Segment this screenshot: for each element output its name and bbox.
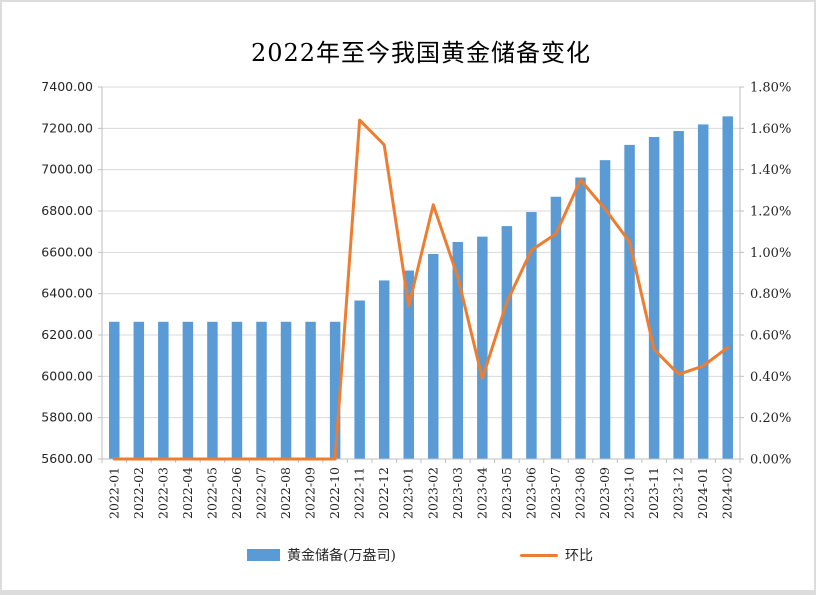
right-axis-label: 1.40% (750, 163, 791, 178)
x-axis-label: 2023-09 (597, 467, 612, 519)
line-series-swatch (520, 553, 558, 557)
x-axis-label: 2023-07 (548, 467, 563, 519)
x-axis-label: 2022-10 (327, 467, 342, 519)
left-axis-label: 6200.00 (41, 327, 93, 342)
right-axis-label: 1.80% (750, 81, 791, 96)
x-axis-label: 2023-12 (671, 467, 686, 519)
right-axis-label: 0.00% (750, 453, 791, 468)
left-axis-label: 6000.00 (41, 368, 93, 383)
bar-2022-03 (158, 321, 169, 459)
bar-2022-01 (109, 321, 120, 459)
left-axis-label: 6400.00 (41, 286, 93, 301)
legend-item-gold-reserve: 黄金储备(万盎司) (247, 545, 396, 565)
x-axis-label: 2022-07 (254, 467, 269, 519)
bar-2022-04 (182, 321, 194, 459)
x-axis-label: 2022-11 (352, 467, 367, 519)
x-axis-label: 2022-02 (131, 467, 146, 519)
x-axis-label: 2022-06 (229, 467, 244, 519)
bar-2023-11 (648, 137, 660, 459)
chart-title: 2022年至今我国黄金储备变化 (250, 39, 592, 67)
x-axis-label: 2023-03 (450, 467, 465, 519)
x-axis-label: 2022-08 (278, 467, 293, 519)
bar-2022-09 (305, 321, 316, 459)
x-axis-label: 2024-02 (720, 467, 735, 519)
bar-series-swatch (247, 549, 280, 561)
bar-2023-08 (575, 177, 586, 459)
x-axis-label: 2022-01 (106, 467, 121, 519)
left-axis-label: 5600.00 (41, 451, 93, 466)
bar-2023-09 (599, 160, 611, 459)
bar-2022-07 (256, 321, 267, 459)
right-axis-label: 0.40% (750, 370, 791, 385)
bar-2023-12 (673, 131, 684, 459)
bar-2024-01 (697, 124, 709, 459)
right-axis-label: 1.20% (750, 205, 791, 220)
x-axis-label: 2022-03 (155, 467, 170, 519)
bar-2023-01 (403, 270, 414, 459)
left-axis-label: 5800.00 (41, 410, 93, 425)
right-axis-label: 0.80% (750, 287, 791, 302)
bar-2022-08 (280, 321, 292, 459)
bar-series-label: 黄金储备(万盎司) (287, 548, 396, 564)
x-axis-label: 2022-12 (376, 467, 391, 519)
left-axis-label: 7200.00 (41, 120, 93, 135)
bar-2023-02 (428, 253, 439, 459)
mom-change-line (112, 118, 730, 461)
bar-2022-11 (354, 300, 365, 459)
x-axis-label: 2023-11 (646, 467, 661, 519)
bar-2023-06 (526, 212, 537, 459)
bar-2024-02 (722, 116, 733, 459)
x-axis-label: 2023-01 (401, 467, 416, 519)
x-axis-label: 2022-05 (204, 467, 219, 519)
x-axis-label: 2023-08 (573, 467, 588, 519)
bar-2023-04 (477, 236, 488, 459)
window-bottom-edge (2, 590, 814, 593)
left-axis-label: 6800.00 (41, 203, 93, 218)
right-axis-label: 1.00% (750, 246, 791, 261)
left-axis-label: 6600.00 (41, 244, 93, 259)
x-axis-label: 2022-04 (180, 467, 195, 519)
x-axis-label: 2022-09 (303, 467, 318, 519)
right-axis-label: 0.20% (750, 411, 791, 426)
x-axis-label: 2023-02 (425, 467, 440, 519)
bar-2022-02 (133, 321, 145, 459)
bar-2023-05 (501, 226, 513, 459)
bar-2022-12 (378, 280, 390, 459)
left-axis-label: 7000.00 (41, 162, 93, 177)
bar-2022-05 (207, 321, 218, 459)
x-axis-label: 2023-05 (499, 467, 514, 519)
bar-2023-07 (550, 196, 562, 460)
bar-2023-03 (452, 242, 464, 459)
x-axis-label: 2023-10 (622, 467, 637, 519)
line-series-label: 环比 (565, 548, 593, 564)
right-axis-label: 0.60% (750, 329, 791, 344)
right-axis-label: 1.60% (750, 122, 791, 137)
legend-item-mom-change: 环比 (520, 545, 593, 565)
x-axis-label: 2023-06 (523, 467, 538, 519)
x-axis-label: 2023-04 (474, 467, 489, 519)
bar-2023-10 (624, 144, 635, 459)
left-axis-label: 7400.00 (41, 79, 93, 94)
bar-2022-06 (231, 321, 243, 459)
bar-2022-10 (329, 321, 341, 459)
x-axis-label: 2024-01 (695, 467, 710, 519)
